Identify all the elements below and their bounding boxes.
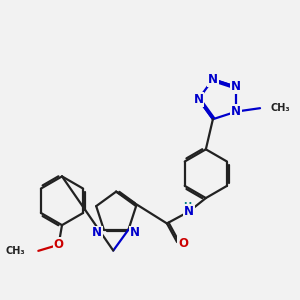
Text: N: N	[231, 105, 242, 118]
Text: CH₃: CH₃	[6, 246, 26, 256]
Text: O: O	[54, 238, 64, 251]
Text: H: H	[183, 202, 191, 212]
Text: N: N	[184, 205, 194, 218]
Text: N: N	[231, 80, 242, 93]
Text: N: N	[130, 226, 140, 239]
Text: CH₃: CH₃	[271, 103, 290, 113]
Text: O: O	[178, 237, 188, 250]
Text: N: N	[208, 73, 218, 86]
Text: N: N	[194, 93, 203, 106]
Text: N: N	[92, 226, 102, 239]
